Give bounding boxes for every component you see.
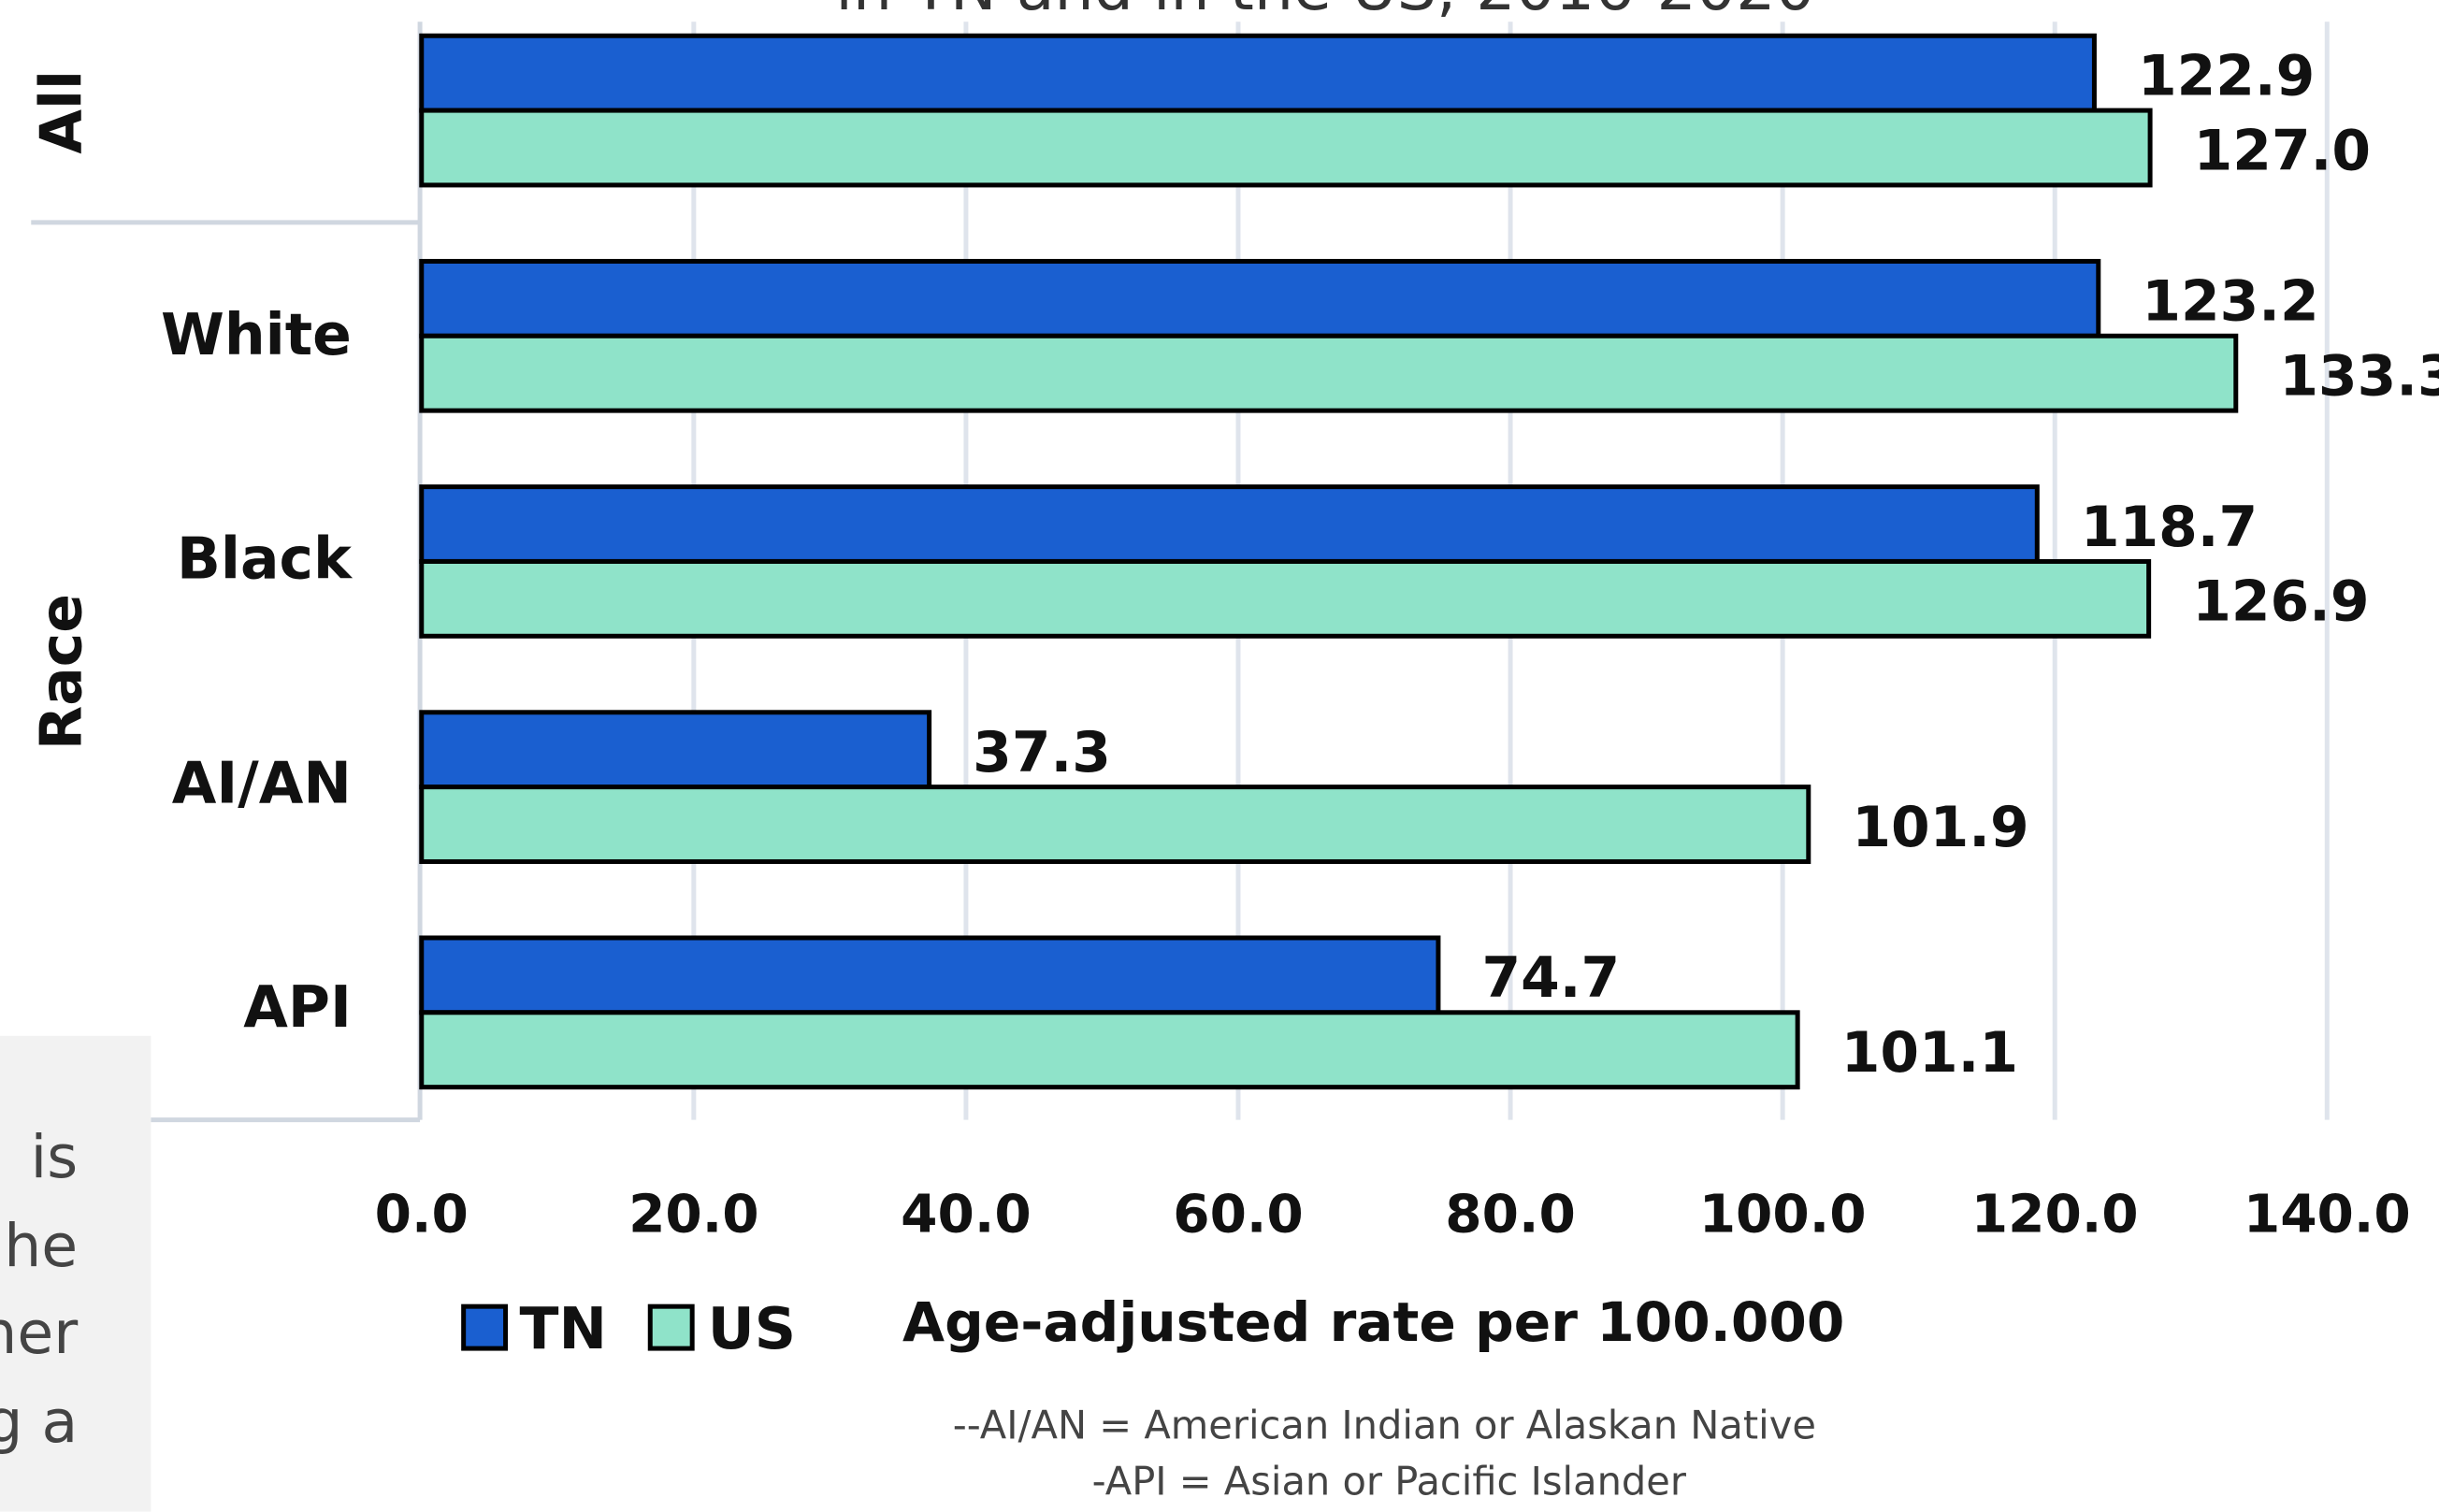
- x-tick-label: 0.0: [375, 1184, 469, 1245]
- legend-swatch-tn: [461, 1303, 509, 1351]
- x-tick-label: 100.0: [1699, 1184, 1867, 1245]
- value-label-us: 126.9: [2192, 569, 2369, 635]
- x-axis-title: Age-adjusted rate per 100.000: [902, 1290, 1844, 1354]
- bar-tn-all: [419, 33, 2097, 113]
- bar-tn-api: [419, 935, 1441, 1015]
- legend-label-tn: TN: [520, 1295, 607, 1362]
- legend: TN US: [461, 1295, 796, 1362]
- value-label-us: 101.9: [1852, 795, 2028, 860]
- value-label-tn: 37.3: [973, 720, 1111, 785]
- bar-tn-aian: [419, 710, 932, 790]
- side-panel-text: is he ner g a: [0, 1122, 78, 1456]
- category-label: Black: [177, 526, 354, 593]
- value-label-us: 133.3: [2279, 343, 2439, 409]
- x-tick-label: 40.0: [901, 1184, 1032, 1245]
- value-label-tn: 118.7: [2081, 495, 2258, 560]
- footnote-ai-an: --AI/AN = American Indian or Alaskan Nat…: [953, 1403, 1816, 1448]
- footnote-api: -API = Asian or Pacific Islander: [1092, 1458, 1687, 1504]
- x-tick-label: 60.0: [1173, 1184, 1304, 1245]
- group-label-race: Race: [27, 594, 94, 750]
- legend-label-us: US: [708, 1295, 796, 1362]
- x-tick-label: 120.0: [1971, 1184, 2139, 1245]
- group-label-all: All: [27, 70, 94, 154]
- bar-us-white: [419, 333, 2239, 413]
- value-label-tn: 122.9: [2138, 43, 2315, 108]
- category-labels: White Black AI/AN API: [161, 301, 354, 1041]
- side-panel-line: ner: [0, 1298, 78, 1367]
- category-label: API: [243, 973, 352, 1041]
- side-panel-line: g a: [0, 1387, 78, 1456]
- category-label: White: [161, 301, 352, 368]
- bar-us-aian: [419, 785, 1811, 864]
- value-label-us: 127.0: [2194, 118, 2371, 183]
- side-panel-line: is: [31, 1122, 78, 1191]
- bars: [419, 33, 2239, 1090]
- value-label-us: 101.1: [1841, 1020, 2018, 1086]
- group-labels: All Race: [27, 70, 94, 750]
- x-tick-label: 20.0: [628, 1184, 759, 1245]
- value-labels: 122.9 127.0 123.2 133.3 118.7 126.9 37.3 101.9 7…: [973, 43, 2439, 1086]
- value-label-tn: 123.2: [2142, 269, 2318, 335]
- bar-tn-white: [419, 258, 2101, 338]
- bar-us-all: [419, 108, 2153, 188]
- legend-swatch-us: [647, 1303, 695, 1351]
- bar-us-api: [419, 1010, 1800, 1090]
- chart-title: in TN and in the US, 2016-2020: [835, 0, 1814, 24]
- bar-tn-black: [419, 484, 2040, 564]
- x-tick-labels: 0.0 20.0 40.0 60.0 80.0 100.0 120.0 140.0: [375, 1184, 2411, 1245]
- x-tick-label: 80.0: [1445, 1184, 1576, 1245]
- side-panel: [0, 1035, 152, 1512]
- bar-us-black: [419, 558, 2152, 639]
- x-tick-label: 140.0: [2244, 1184, 2411, 1245]
- value-label-tn: 74.7: [1482, 945, 1621, 1011]
- category-label: AI/AN: [172, 749, 352, 816]
- side-panel-line: he: [4, 1211, 78, 1280]
